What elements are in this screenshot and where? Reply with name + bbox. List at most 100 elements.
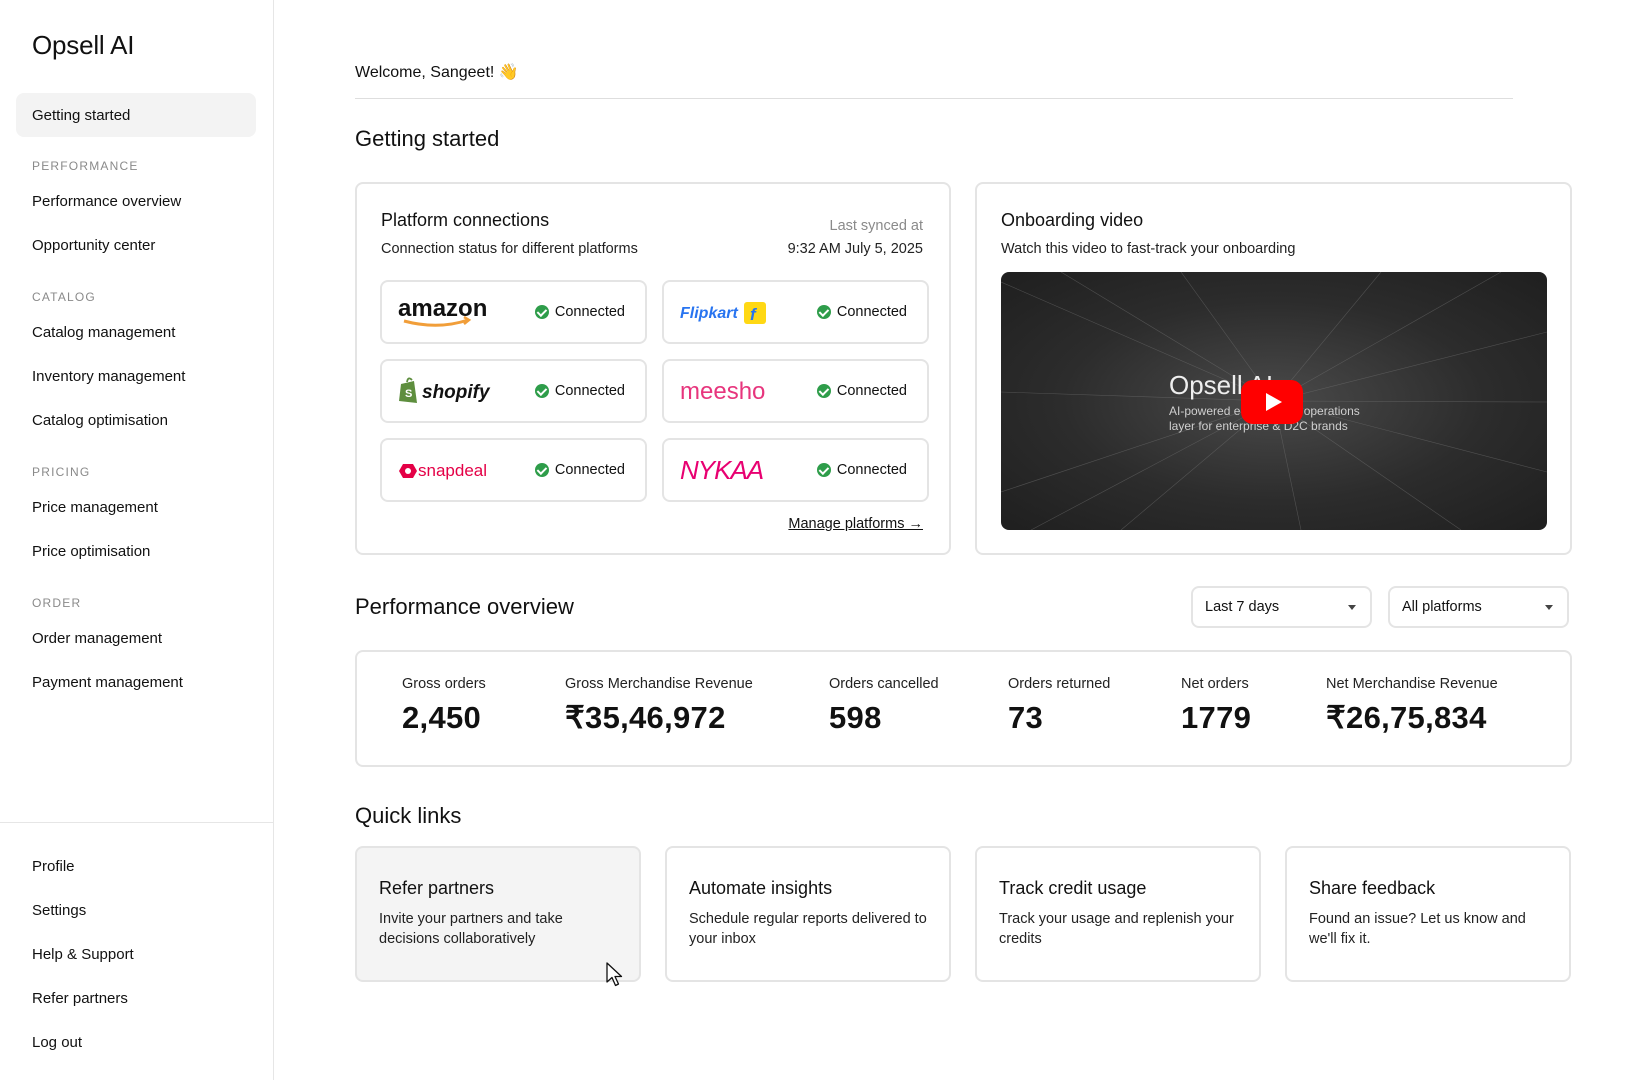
metric-label: Net orders	[1181, 676, 1249, 692]
flipkart-logo-text: Flipkart	[680, 305, 738, 322]
sidebar-item-help-support[interactable]: Help & Support	[32, 945, 134, 963]
metric-label: Gross Merchandise Revenue	[565, 676, 753, 692]
snapdeal-logo-text: snapdeal	[418, 461, 487, 480]
sidebar-section-order: ORDER	[32, 596, 82, 610]
platform-tile-nykaa[interactable]: NYKAA Connected	[662, 438, 929, 502]
sidebar-item-getting-started[interactable]: Getting started	[16, 93, 256, 137]
sidebar-item-order-management[interactable]: Order management	[32, 629, 163, 647]
header-divider	[355, 98, 1513, 99]
check-circle-icon	[816, 384, 831, 398]
platform-tile-snapdeal[interactable]: snapdeal Connected	[380, 438, 647, 502]
quick-link-automate-insights[interactable]: Automate insights Schedule regular repor…	[665, 846, 951, 982]
platform-tile-amazon[interactable]: amazon Connected	[380, 280, 647, 344]
quick-link-share-feedback[interactable]: Share feedback Found an issue? Let us kn…	[1285, 846, 1571, 982]
quick-link-track-credit-usage[interactable]: Track credit usage Track your usage and …	[975, 846, 1261, 982]
quick-link-title: Automate insights	[689, 878, 833, 898]
sidebar-item-catalog-optimisation[interactable]: Catalog optimisation	[32, 411, 168, 429]
metrics-card: Gross orders 2,450 Gross Merchandise Rev…	[355, 650, 1572, 767]
platform-tile-flipkart[interactable]: Flipkart f Connected	[662, 280, 929, 344]
sidebar-item-performance-overview[interactable]: Performance overview	[32, 192, 182, 210]
sidebar-item-price-management[interactable]: Price management	[32, 498, 158, 516]
platform-tile-meesho[interactable]: meesho Connected	[662, 359, 929, 423]
last-synced-label: Last synced at	[829, 218, 924, 234]
meesho-status: Connected	[816, 383, 907, 399]
metric-value: 73	[1008, 700, 1044, 735]
metric-value: 1779	[1181, 700, 1252, 735]
platform-connections-subtitle: Connection status for different platform…	[381, 241, 638, 257]
sidebar-item-catalog-management[interactable]: Catalog management	[32, 323, 176, 341]
snapdeal-logo: snapdeal	[398, 454, 498, 486]
flipkart-status: Connected	[816, 304, 907, 320]
mouse-pointer-icon	[606, 962, 623, 987]
metric-orders-cancelled: Orders cancelled 598	[829, 676, 939, 736]
platform-select-value: All platforms	[1402, 599, 1482, 615]
svg-text:f: f	[750, 305, 758, 324]
check-circle-icon	[534, 384, 549, 398]
sidebar-item-opportunity-center[interactable]: Opportunity center	[32, 236, 156, 254]
performance-overview-title: Performance overview	[355, 594, 574, 619]
check-circle-icon	[816, 305, 831, 319]
metric-gross-orders: Gross orders 2,450	[402, 676, 486, 736]
sidebar: Opsell AI Getting started PERFORMANCE Pe…	[0, 0, 274, 1080]
onboarding-video-title: Onboarding video	[1001, 210, 1144, 230]
metric-gross-merchandise-revenue: Gross Merchandise Revenue ₹35,46,972	[565, 676, 753, 736]
quick-link-refer-partners[interactable]: Refer partners Invite your partners and …	[355, 846, 641, 982]
amazon-status: Connected	[534, 304, 625, 320]
manage-platforms-link[interactable]: Manage platforms →	[788, 516, 923, 532]
amazon-logo: amazon	[398, 296, 488, 328]
nykaa-status-text: Connected	[836, 462, 907, 478]
metric-label: Orders cancelled	[829, 676, 939, 692]
last-synced-value: 9:32 AM July 5, 2025	[787, 241, 923, 257]
nykaa-status: Connected	[816, 462, 907, 478]
onboarding-video-card: Onboarding video Watch this video to fas…	[975, 182, 1572, 555]
amazon-logo-text: amazon	[398, 296, 487, 322]
sidebar-item-profile[interactable]: Profile	[32, 857, 75, 875]
quick-link-title: Share feedback	[1309, 878, 1436, 898]
sidebar-item-refer-partners[interactable]: Refer partners	[32, 989, 128, 1007]
amazon-status-text: Connected	[554, 304, 625, 320]
sidebar-item-payment-management[interactable]: Payment management	[32, 673, 183, 691]
platform-connections-title: Platform connections	[381, 210, 550, 230]
sidebar-item-settings[interactable]: Settings	[32, 901, 87, 919]
snapdeal-status: Connected	[534, 462, 625, 478]
sidebar-section-catalog: CATALOG	[32, 290, 96, 304]
platform-select[interactable]: All platforms	[1388, 586, 1569, 628]
getting-started-title: Getting started	[355, 126, 500, 151]
metric-value: ₹35,46,972	[565, 700, 726, 735]
quick-links-title: Quick links	[355, 803, 462, 828]
nykaa-logo: NYKAA	[680, 454, 780, 486]
meesho-logo: meesho	[680, 375, 780, 407]
metric-value: ₹26,75,834	[1326, 700, 1487, 735]
check-circle-icon	[816, 463, 831, 477]
date-range-select[interactable]: Last 7 days	[1191, 586, 1372, 628]
metric-value: 598	[829, 700, 882, 735]
shopify-status: Connected	[534, 383, 625, 399]
quick-link-title: Track credit usage	[999, 878, 1147, 898]
shopify-status-text: Connected	[554, 383, 625, 399]
sidebar-section-performance: PERFORMANCE	[32, 159, 139, 173]
flipkart-logo: Flipkart f	[680, 296, 780, 328]
metric-net-orders: Net orders 1779	[1181, 676, 1251, 736]
sidebar-section-pricing: PRICING	[32, 465, 91, 479]
metric-orders-returned: Orders returned 73	[1008, 676, 1110, 736]
metric-label: Gross orders	[402, 676, 486, 692]
video-player[interactable]: Opsell AI AI-powered e-commerce operatio…	[1001, 272, 1547, 530]
play-icon[interactable]	[1241, 380, 1303, 424]
metric-label: Orders returned	[1008, 676, 1111, 692]
chevron-down-icon	[1545, 605, 1553, 610]
check-circle-icon	[534, 305, 549, 319]
platform-tile-shopify[interactable]: S shopify Connected	[380, 359, 647, 423]
metric-net-merchandise-revenue: Net Merchandise Revenue ₹26,75,834	[1326, 676, 1498, 736]
meesho-status-text: Connected	[836, 383, 907, 399]
sidebar-item-price-optimisation[interactable]: Price optimisation	[32, 542, 151, 560]
meesho-logo-text: meesho	[680, 378, 765, 405]
metric-value: 2,450	[402, 700, 482, 735]
sidebar-item-log-out[interactable]: Log out	[32, 1033, 83, 1051]
chevron-down-icon	[1348, 605, 1356, 610]
quick-link-description: Track your usage and replenish your cred…	[999, 911, 1234, 947]
date-range-value: Last 7 days	[1205, 599, 1280, 615]
sidebar-item-inventory-management[interactable]: Inventory management	[32, 367, 186, 385]
quick-link-description: Schedule regular reports delivered to yo…	[689, 911, 927, 947]
quick-link-title: Refer partners	[379, 878, 495, 898]
onboarding-video-subtitle: Watch this video to fast-track your onbo…	[1001, 241, 1296, 257]
